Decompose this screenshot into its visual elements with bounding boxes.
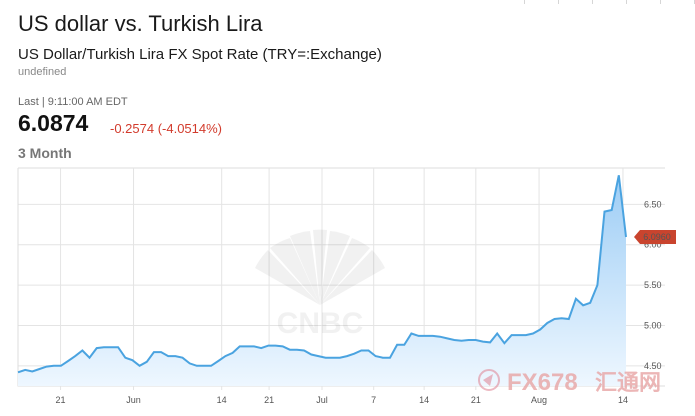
axis-ticks: 6.50 6.00 5.50 5.00 4.50 21 Jun 14 21 Jul 7 14 21 Aug… — [56, 199, 662, 405]
current-price-badge: 6.0960 — [634, 229, 676, 244]
area-fill — [18, 175, 626, 386]
x-tick-label: 14 — [419, 395, 429, 405]
fx678-cn-text: 汇通网 — [595, 370, 661, 395]
quote-name: US Dollar/Turkish Lira FX Spot Rate (TRY… — [18, 46, 382, 63]
cnbc-watermark-text: CNBC — [277, 307, 364, 340]
x-tick-label: Aug — [531, 395, 547, 405]
range-selector[interactable]: 3 Month — [18, 145, 72, 161]
cnbc-peacock-watermark — [255, 229, 385, 305]
x-tick-label: Jun — [126, 395, 141, 405]
last-updated: Last | 9:11:00 AM EDT — [18, 96, 128, 108]
x-tick-label: 14 — [217, 395, 227, 405]
last-price: 6.0874 — [18, 110, 89, 136]
quote-note: undefined — [18, 66, 67, 78]
x-tick-label: 21 — [56, 395, 66, 405]
x-tick-label: 21 — [471, 395, 481, 405]
y-tick-label: 6.50 — [644, 199, 662, 209]
y-tick-label: 6.00 — [644, 240, 662, 250]
fx678-watermark: FX678 汇通网 — [478, 369, 661, 396]
current-price-label: 6.0960 — [643, 232, 671, 242]
series-line — [17, 175, 627, 374]
x-tick-label: 14 — [618, 395, 628, 405]
y-tick-label: 5.00 — [644, 320, 662, 330]
x-tick-label: Jul — [316, 395, 328, 405]
x-tick-label: 21 — [264, 395, 274, 405]
x-tick-label: 7 — [371, 395, 376, 405]
price-change: -0.2574 (-4.0514%) — [110, 121, 223, 136]
y-tick-label: 5.50 — [644, 280, 662, 290]
fx678-text: FX678 — [507, 369, 578, 396]
y-tick-label: 4.50 — [644, 361, 662, 371]
page-title: US dollar vs. Turkish Lira — [18, 11, 263, 36]
